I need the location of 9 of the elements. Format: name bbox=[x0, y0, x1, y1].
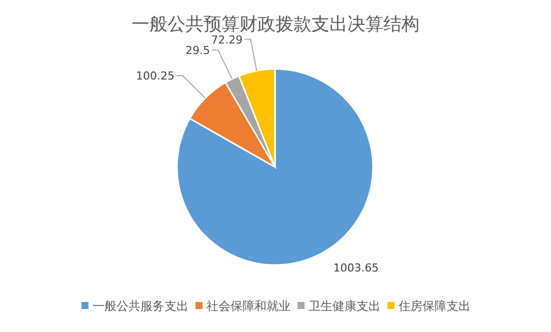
data-label: 100.25 bbox=[136, 70, 174, 83]
legend-label: 卫生健康支出 bbox=[308, 299, 380, 313]
data-label: 29.5 bbox=[186, 44, 210, 58]
data-label: 72.29 bbox=[211, 33, 243, 46]
legend-label: 社会保障和就业 bbox=[206, 299, 290, 313]
chart-title: 一般公共预算财政拨款支出决算结构 bbox=[132, 14, 420, 35]
legend-label: 一般公共服务支出 bbox=[92, 299, 188, 313]
data-label: 1003.65 bbox=[333, 261, 379, 274]
legend-label: 住房保障支出 bbox=[398, 299, 470, 313]
